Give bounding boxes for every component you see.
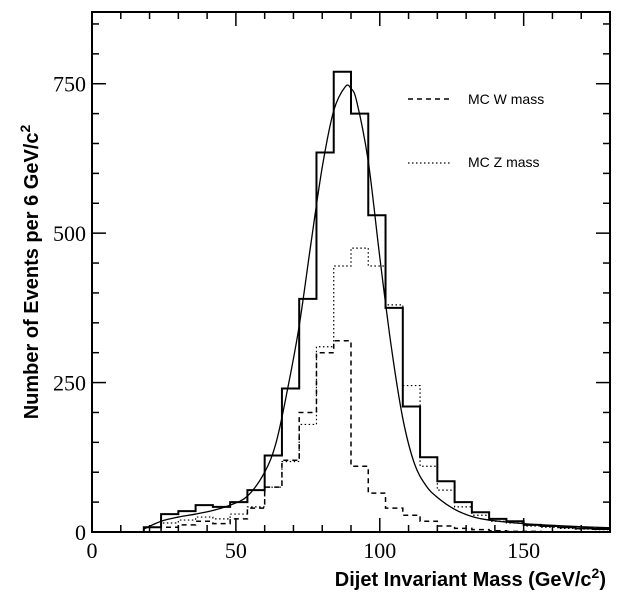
- histogram-series-2: [143, 247, 610, 533]
- histogram-bar-1-15: [403, 515, 420, 532]
- histogram-outline-1: [143, 339, 610, 533]
- histogram-bar-2-9: [299, 424, 316, 532]
- histogram-bar-1-2: [178, 525, 195, 532]
- histogram-bar-0-9: [299, 299, 316, 532]
- histogram-bar-1-16: [420, 521, 437, 532]
- histogram-bar-0-6: [247, 490, 264, 532]
- histogram-bar-1-14: [386, 508, 403, 532]
- histogram-bar-1-10: [316, 353, 333, 532]
- x-tick-label-0: 0: [87, 538, 98, 563]
- histogram-bar-2-7: [265, 487, 282, 532]
- histogram-bar-1-6: [247, 508, 264, 532]
- histogram-bar-1-3: [196, 521, 213, 532]
- histogram-bar-1-7: [265, 487, 282, 532]
- x-axis-title-end: ): [599, 569, 606, 591]
- x-axis-title: Dijet Invariant Mass (GeV/c2): [335, 565, 606, 591]
- histogram-bar-0-18: [455, 502, 472, 532]
- histogram-bar-2-8: [282, 461, 299, 532]
- histogram-bar-2-10: [316, 347, 333, 532]
- histogram-bar-1-8: [282, 460, 299, 532]
- histogram-bar-2-5: [230, 514, 247, 532]
- x-tick-label-50: 50: [225, 538, 247, 563]
- x-tick-label-100: 100: [363, 538, 396, 563]
- y-tick-label-250: 250: [53, 371, 86, 396]
- y-tick-label-500: 500: [53, 221, 86, 246]
- histogram-bar-2-6: [247, 507, 264, 532]
- histogram-bar-0-12: [351, 114, 368, 532]
- y-axis-title: Number of Events per 6 GeV/c2: [17, 125, 43, 420]
- histogram-bar-2-4: [213, 519, 230, 532]
- histogram-outline-0: [142, 70, 610, 532]
- histogram-bar-1-5: [230, 519, 247, 532]
- histogram-bar-0-15: [403, 406, 420, 532]
- histogram-bar-2-16: [420, 466, 437, 532]
- histogram-bar-2-12: [351, 248, 368, 532]
- histogram-series-1: [143, 339, 610, 533]
- y-tick-label-0: 0: [75, 520, 86, 545]
- x-axis-title-sup: 2: [592, 565, 600, 581]
- histogram-bar-0-14: [386, 308, 403, 532]
- histogram-bar-2-11: [334, 266, 351, 532]
- histogram-bar-2-3: [196, 517, 213, 532]
- histogram-bar-0-13: [368, 215, 385, 532]
- fit-curve: [143, 84, 611, 530]
- legend-label-z: MC Z mass: [468, 154, 540, 170]
- histogram-bar-2-13: [368, 266, 385, 532]
- histogram-bar-2-14: [386, 305, 403, 532]
- y-axis-title-sup: 2: [17, 125, 33, 133]
- histogram-outline-2: [143, 247, 610, 533]
- histogram-bar-0-3: [196, 505, 213, 532]
- histogram-bar-2-2: [178, 520, 195, 532]
- histogram-bar-0-5: [230, 502, 247, 532]
- legend: MC W mass MC Z mass: [408, 91, 544, 170]
- histogram-bar-1-13: [368, 493, 385, 532]
- histogram-bar-1-4: [213, 524, 230, 532]
- y-tick-label-750: 750: [53, 72, 86, 97]
- legend-label-w: MC W mass: [468, 91, 544, 107]
- histogram-bar-1-12: [351, 466, 368, 532]
- histogram-series-0: [142, 70, 610, 532]
- histogram-bar-1-9: [299, 412, 316, 532]
- histogram-bar-2-15: [403, 386, 420, 532]
- histogram-bar-0-17: [437, 481, 454, 532]
- histogram-bar-0-10: [316, 152, 333, 532]
- x-tick-label-150: 150: [507, 538, 540, 563]
- histogram-bar-1-11: [334, 341, 351, 532]
- histogram-bar-0-11: [334, 72, 351, 532]
